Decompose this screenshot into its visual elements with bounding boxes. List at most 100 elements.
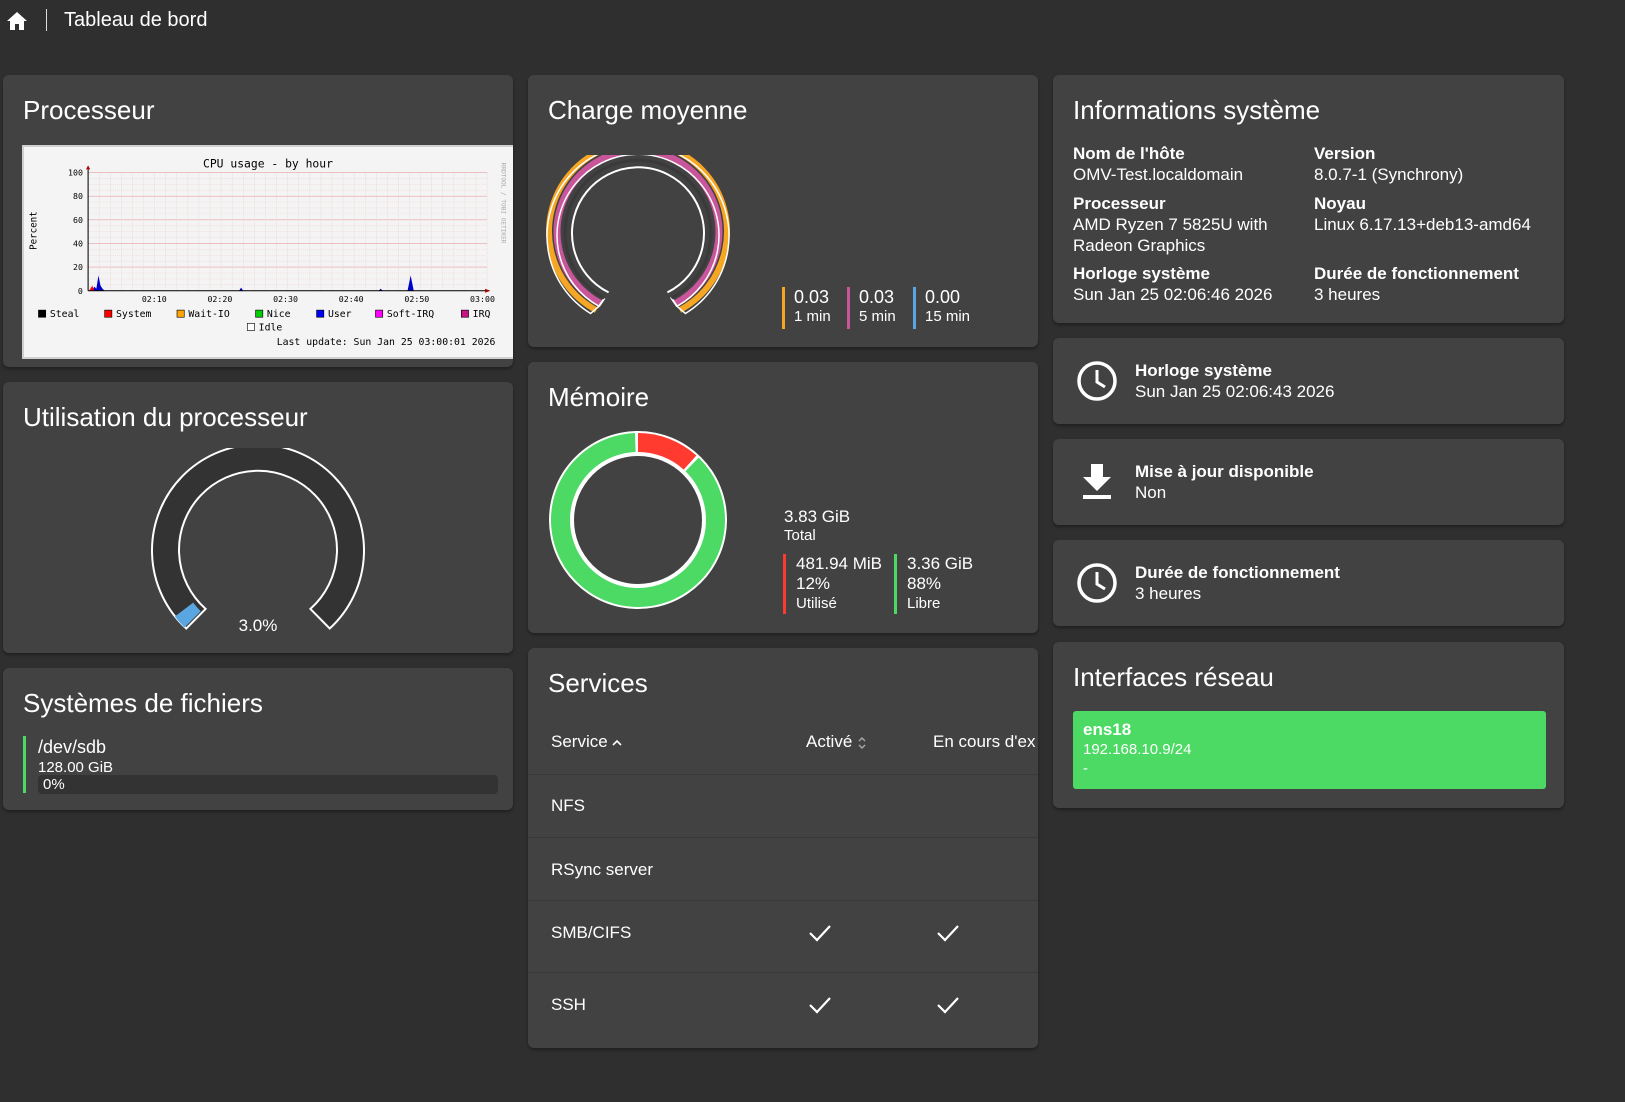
uptime-tile-value: 3 heures xyxy=(1135,584,1202,603)
legend-swatch xyxy=(38,309,47,318)
processor-value-line2: Radeon Graphics xyxy=(1073,236,1206,255)
filesystem-usage-bar: 0% xyxy=(38,775,498,794)
memory-total-label: Total xyxy=(784,527,816,544)
graph-spike-system xyxy=(89,285,95,291)
check-icon xyxy=(937,925,959,942)
legend-label: Wait-IO xyxy=(188,309,230,320)
uptime-label: Durée de fonctionnement xyxy=(1314,264,1519,283)
filesystem-device: /dev/sdb xyxy=(38,737,107,757)
home-icon[interactable] xyxy=(5,9,29,33)
legend-swatch xyxy=(255,309,264,318)
separator xyxy=(46,9,47,31)
service-name: SSH xyxy=(551,995,586,1014)
hostname-label: Nom de l'hôte xyxy=(1073,144,1185,163)
kernel-field: Noyau Linux 6.17.13+deb13-amd64 xyxy=(1314,193,1531,235)
filesystem-usage-text: 0% xyxy=(43,776,65,793)
column-header-enabled[interactable]: Activé xyxy=(806,732,867,752)
services-card: Services Service Activé En cours d'ex NF… xyxy=(528,648,1038,1048)
memory-free: 3.36 GiB 88% Libre xyxy=(894,554,973,614)
download-icon xyxy=(1083,464,1111,499)
top-bar: Tableau de bord xyxy=(0,0,1625,42)
page-title: Tableau de bord xyxy=(64,9,208,31)
memory-total: 3.83 GiB Total xyxy=(784,507,850,544)
version-value: 8.0.7-1 (Synchrony) xyxy=(1314,165,1464,184)
uptime-tile-label: Durée de fonctionnement xyxy=(1135,563,1340,582)
legend-label: Nice xyxy=(267,309,291,320)
service-name: SMB/CIFS xyxy=(551,923,632,942)
graph-title: CPU usage - by hour xyxy=(203,157,333,170)
graph-ytick: 100 xyxy=(68,168,83,178)
load-15min-value: 0.00 xyxy=(925,287,961,307)
memory-used-slice xyxy=(638,433,697,470)
system-info-card: Informations système Nom de l'hôte OMV-T… xyxy=(1053,75,1564,323)
interface-extra: - xyxy=(1083,760,1088,777)
load-5min-label: 5 min xyxy=(859,308,896,325)
graph-xtick: 02:10 xyxy=(142,294,167,304)
legend-swatch xyxy=(375,309,384,318)
graph-ytick: 20 xyxy=(73,262,83,272)
update-tile-label: Mise à jour disponible xyxy=(1135,462,1314,481)
graph-ylabel: Percent xyxy=(28,211,39,250)
service-name: RSync server xyxy=(551,860,654,879)
uptime-tile-text: Durée de fonctionnement 3 heures xyxy=(1135,562,1340,604)
graph-ytick: 0 xyxy=(78,286,83,296)
load-1min-label: 1 min xyxy=(794,308,831,325)
column-header-service-label: Service xyxy=(551,732,608,751)
clock-field: Horloge système Sun Jan 25 02:06:46 2026 xyxy=(1073,263,1272,305)
hostname-value: OMV-Test.localdomain xyxy=(1073,165,1244,184)
memory-used: 481.94 MiB 12% Utilisé xyxy=(783,554,882,614)
interface-address: 192.168.10.9/24 xyxy=(1083,741,1192,758)
legend-label: Steal xyxy=(50,309,80,320)
column-header-enabled-label: Activé xyxy=(806,732,853,751)
memory-used-value: 481.94 MiB xyxy=(796,554,882,573)
network-interface-item[interactable]: ens18 192.168.10.9/24 - xyxy=(1073,711,1546,789)
check-icon xyxy=(809,925,831,942)
card-title: Interfaces réseau xyxy=(1073,662,1274,692)
cpu-usage-gauge: 3.0% xyxy=(151,448,365,635)
kernel-label: Noyau xyxy=(1314,194,1366,213)
table-row[interactable]: NFS xyxy=(528,774,1038,837)
hostname-field: Nom de l'hôte OMV-Test.localdomain xyxy=(1073,143,1243,185)
load-1min: 0.03 1 min xyxy=(782,287,831,329)
clock-tile: Horloge système Sun Jan 25 02:06:43 2026 xyxy=(1053,338,1564,424)
graph-ytick: 80 xyxy=(73,191,83,201)
memory-card: Mémoire 3.83 GiB Total 481.94 MiB 12% Ut… xyxy=(528,362,1038,633)
legend-label: IRQ xyxy=(473,309,491,320)
column-header-running[interactable]: En cours d'ex xyxy=(933,732,1035,752)
graph-last-update: Last update: Sun Jan 25 03:00:01 2026 xyxy=(277,337,496,348)
check-icon xyxy=(937,997,959,1014)
legend-label: Soft-IRQ xyxy=(387,309,434,320)
graph-spike-user-3 xyxy=(239,287,244,291)
table-row[interactable]: SMB/CIFS xyxy=(528,900,1038,972)
clock-label: Horloge système xyxy=(1073,264,1210,283)
legend-label: Idle xyxy=(259,323,283,334)
graph-xtick: 02:40 xyxy=(339,294,364,304)
update-tile: Mise à jour disponible Non xyxy=(1053,439,1564,525)
uptime-tile: Durée de fonctionnement 3 heures xyxy=(1053,540,1564,626)
graph-xtick: 02:50 xyxy=(404,294,429,304)
table-row[interactable]: SSH xyxy=(528,972,1038,1048)
table-row[interactable]: RSync server xyxy=(528,837,1038,900)
memory-free-label: Libre xyxy=(907,595,941,612)
card-title: Charge moyenne xyxy=(548,95,748,125)
processor-label: Processeur xyxy=(1073,194,1166,213)
memory-used-percent: 12% xyxy=(796,574,831,593)
graph-spike-user-2 xyxy=(407,275,414,291)
card-title: Services xyxy=(548,668,648,698)
uptime-value: 3 heures xyxy=(1314,285,1381,304)
column-header-running-label: En cours d'ex xyxy=(933,732,1036,751)
card-title: Informations système xyxy=(1073,95,1321,125)
interface-name: ens18 xyxy=(1083,720,1132,739)
column-header-service[interactable]: Service xyxy=(551,732,622,752)
clock-tile-text: Horloge système Sun Jan 25 02:06:43 2026 xyxy=(1135,360,1334,402)
filesystem-item[interactable]: /dev/sdb 128.00 GiB 0% xyxy=(23,736,498,794)
legend-label: User xyxy=(328,309,352,320)
graph-ytick: 60 xyxy=(73,215,83,225)
clock-tile-label: Horloge système xyxy=(1135,361,1272,380)
graph-ytick: 40 xyxy=(73,239,83,249)
graph-xtick: 03:00 xyxy=(470,294,495,304)
card-title: Processeur xyxy=(23,95,155,125)
memory-free-percent: 88% xyxy=(907,574,942,593)
legend-swatch xyxy=(316,309,325,318)
legend-swatch xyxy=(460,309,469,318)
